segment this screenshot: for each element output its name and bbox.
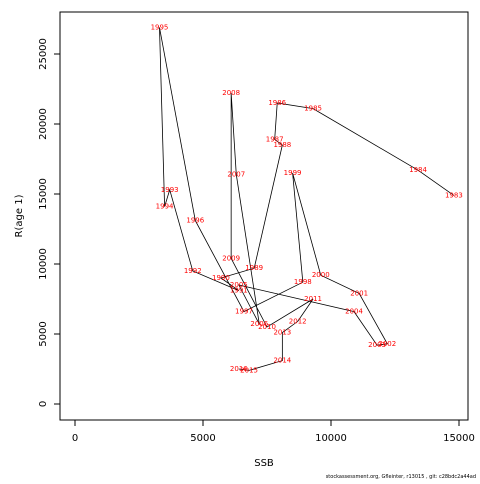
- point-label: 1992: [184, 267, 202, 275]
- x-axis-label: SSB: [254, 458, 274, 469]
- y-tick-label: 15000: [38, 178, 49, 210]
- point-label: 1998: [294, 278, 312, 286]
- point-label: 2000: [312, 271, 330, 279]
- point-label: 2014: [273, 357, 291, 365]
- point-label: 2012: [289, 317, 307, 325]
- point-label: 1986: [268, 99, 286, 107]
- point-label: 2002: [378, 340, 396, 348]
- point-label: 1994: [156, 203, 174, 211]
- x-tick-label: 10000: [315, 433, 347, 444]
- x-tick-label: 15000: [443, 433, 475, 444]
- point-label: 2006: [250, 320, 268, 328]
- point-label: 2001: [350, 289, 368, 297]
- point-label: 1985: [304, 105, 322, 113]
- y-axis-label: R(age 1): [14, 194, 25, 237]
- y-tick-label: 25000: [38, 38, 49, 70]
- point-label: 1990: [212, 274, 230, 282]
- y-tick-label: 5000: [38, 321, 49, 346]
- point-label: 1997: [235, 308, 253, 316]
- series-line: [159, 27, 455, 371]
- point-label: 1988: [273, 141, 291, 149]
- point-label: 2003: [368, 341, 386, 349]
- point-label: 2005: [230, 281, 248, 289]
- point-label: 2007: [227, 170, 245, 178]
- credit: stockassessment.org, Gfleinter, r13015 ,…: [326, 474, 476, 480]
- point-label: 1983: [445, 191, 463, 199]
- point-label: 1996: [186, 217, 204, 225]
- point-label: 2015: [240, 366, 258, 374]
- point-label: 1999: [284, 169, 302, 177]
- point-label: 1995: [151, 23, 169, 31]
- y-tick-label: 0: [38, 401, 49, 407]
- point-label: 2013: [273, 329, 291, 337]
- point-label: 2011: [304, 295, 322, 303]
- plot-frame: [59, 11, 469, 421]
- point-label: 1991: [230, 287, 248, 295]
- point-label: 1989: [245, 264, 263, 272]
- point-label: 2010: [258, 323, 276, 331]
- y-tick-label: 20000: [38, 108, 49, 140]
- point-label: 2016: [230, 365, 248, 373]
- point-label: 1993: [161, 186, 179, 194]
- y-tick-label: 10000: [38, 248, 49, 280]
- x-tick-label: 0: [72, 433, 78, 444]
- x-tick-label: 5000: [190, 433, 215, 444]
- point-label: 1987: [266, 135, 284, 143]
- point-label: 2009: [222, 254, 240, 262]
- point-label: 2004: [345, 308, 363, 316]
- point-label: 1984: [409, 166, 427, 174]
- point-label: 2008: [222, 89, 240, 97]
